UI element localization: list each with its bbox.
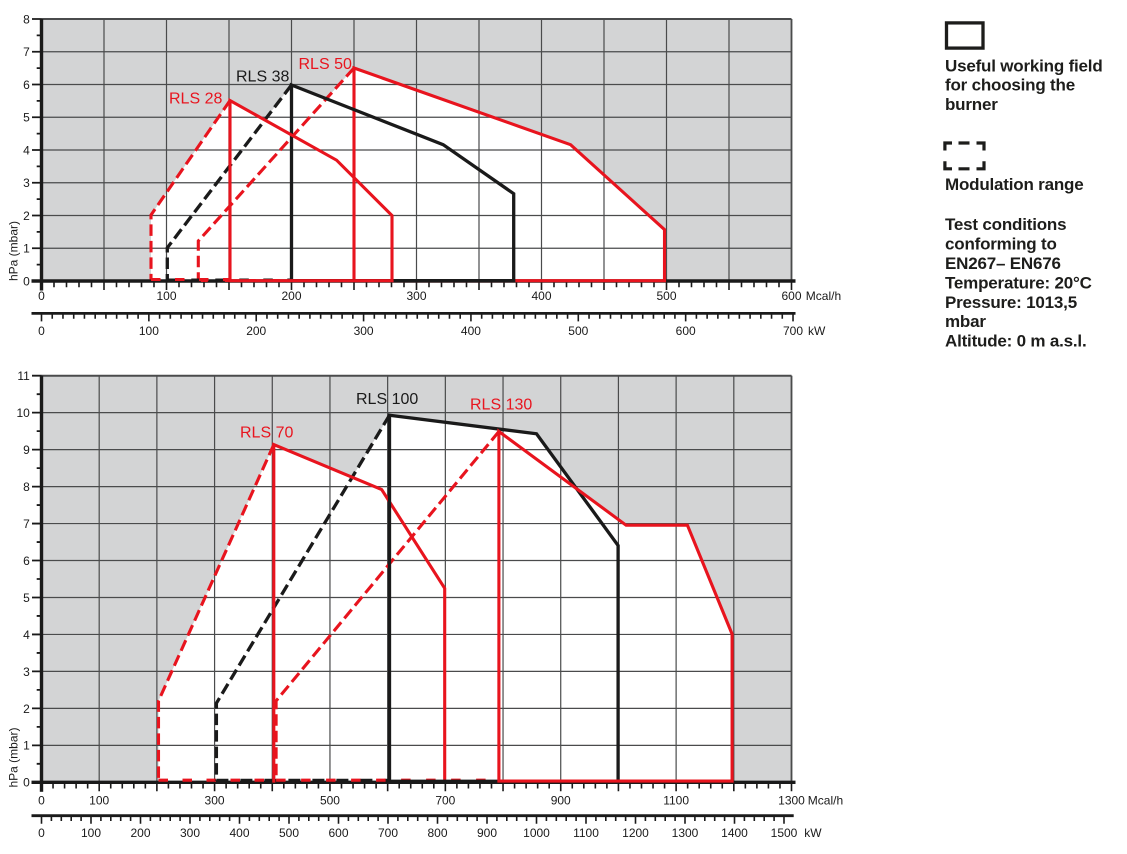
svg-text:1400: 1400: [721, 826, 748, 840]
svg-text:800: 800: [427, 826, 447, 840]
svg-text:hPa (mbar): hPa (mbar): [7, 221, 21, 281]
svg-text:100: 100: [89, 794, 109, 808]
svg-text:for choosing the: for choosing the: [945, 76, 1075, 95]
svg-text:11: 11: [17, 369, 30, 383]
svg-text:Temperature: 20°C: Temperature: 20°C: [945, 273, 1092, 292]
svg-text:200: 200: [281, 289, 301, 303]
svg-text:conforming to: conforming to: [945, 235, 1057, 254]
svg-text:900: 900: [477, 826, 497, 840]
svg-text:300: 300: [354, 324, 374, 338]
svg-text:600: 600: [781, 289, 801, 303]
svg-text:9: 9: [23, 443, 30, 457]
svg-text:700: 700: [783, 324, 803, 338]
svg-text:7: 7: [23, 517, 30, 531]
svg-text:Mcal/h: Mcal/h: [806, 289, 841, 303]
svg-text:RLS 38: RLS 38: [236, 69, 289, 86]
svg-text:mbar: mbar: [945, 312, 986, 331]
svg-text:200: 200: [130, 826, 150, 840]
svg-text:hPa (mbar): hPa (mbar): [7, 727, 21, 787]
svg-text:900: 900: [551, 794, 571, 808]
svg-text:500: 500: [320, 794, 340, 808]
svg-text:1000: 1000: [523, 826, 550, 840]
svg-text:Altitude: 0 m a.s.l.: Altitude: 0 m a.s.l.: [945, 332, 1086, 351]
svg-text:7: 7: [23, 45, 30, 59]
svg-text:RLS 50: RLS 50: [299, 56, 352, 73]
svg-text:6: 6: [23, 554, 30, 568]
svg-text:EN267– EN676: EN267– EN676: [945, 254, 1061, 273]
svg-text:3: 3: [23, 665, 30, 679]
svg-text:kW: kW: [804, 826, 822, 840]
svg-text:400: 400: [461, 324, 481, 338]
svg-text:RLS 28: RLS 28: [169, 91, 222, 108]
svg-text:300: 300: [205, 794, 225, 808]
svg-text:3: 3: [23, 176, 30, 190]
svg-text:burner: burner: [945, 95, 998, 114]
svg-text:0: 0: [23, 274, 30, 288]
svg-text:100: 100: [81, 826, 101, 840]
svg-text:0: 0: [38, 794, 45, 808]
svg-text:1100: 1100: [573, 826, 599, 840]
svg-text:1500: 1500: [771, 826, 798, 840]
svg-text:500: 500: [568, 324, 588, 338]
svg-text:Modulation range: Modulation range: [945, 175, 1083, 194]
svg-text:700: 700: [378, 826, 398, 840]
svg-text:8: 8: [23, 12, 30, 26]
svg-text:700: 700: [435, 794, 455, 808]
svg-text:10: 10: [16, 406, 30, 420]
svg-text:0: 0: [23, 776, 30, 790]
svg-text:5: 5: [23, 111, 30, 125]
svg-text:100: 100: [156, 289, 176, 303]
svg-text:300: 300: [406, 289, 426, 303]
svg-text:5: 5: [23, 591, 30, 605]
svg-text:0: 0: [38, 324, 45, 338]
svg-text:6: 6: [23, 78, 30, 92]
svg-text:400: 400: [531, 289, 551, 303]
svg-text:Test conditions: Test conditions: [945, 215, 1066, 234]
svg-text:100: 100: [139, 324, 159, 338]
svg-text:600: 600: [328, 826, 348, 840]
svg-text:RLS 130: RLS 130: [470, 397, 532, 414]
svg-text:500: 500: [656, 289, 676, 303]
svg-text:2: 2: [23, 702, 30, 716]
svg-text:200: 200: [246, 324, 266, 338]
svg-text:400: 400: [229, 826, 249, 840]
svg-text:Pressure: 1013,5: Pressure: 1013,5: [945, 293, 1077, 312]
svg-text:4: 4: [23, 143, 30, 157]
svg-text:1200: 1200: [622, 826, 649, 840]
svg-text:Mcal/h: Mcal/h: [808, 794, 843, 808]
svg-text:1: 1: [23, 739, 30, 753]
svg-text:500: 500: [279, 826, 299, 840]
svg-text:0: 0: [38, 826, 45, 840]
svg-text:0: 0: [38, 289, 45, 303]
svg-text:8: 8: [23, 480, 30, 494]
svg-text:1: 1: [23, 242, 30, 256]
svg-text:1300: 1300: [778, 794, 805, 808]
svg-text:4: 4: [23, 628, 30, 642]
svg-text:RLS 100: RLS 100: [356, 391, 418, 408]
svg-text:1300: 1300: [672, 826, 699, 840]
svg-text:300: 300: [180, 826, 200, 840]
svg-text:600: 600: [676, 324, 696, 338]
svg-text:1100: 1100: [663, 794, 689, 808]
svg-text:Useful working field: Useful working field: [945, 56, 1103, 75]
svg-text:RLS 70: RLS 70: [240, 425, 293, 442]
svg-text:2: 2: [23, 209, 30, 223]
svg-text:kW: kW: [808, 324, 826, 338]
